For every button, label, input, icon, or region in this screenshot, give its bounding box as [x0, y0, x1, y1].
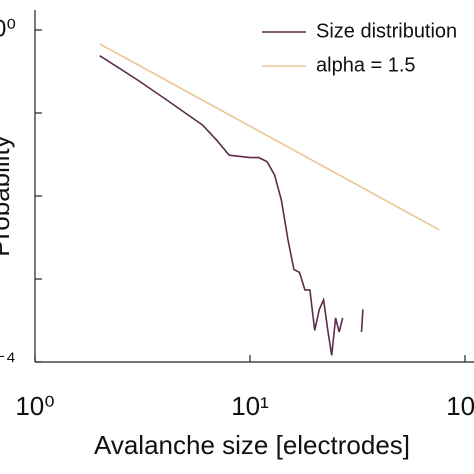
- x-tick-label: 10²: [446, 391, 474, 421]
- y-tick-label: 10⁻⁴: [0, 347, 16, 374]
- series-line: [99, 43, 440, 231]
- x-tick-label: 10¹: [231, 391, 269, 421]
- y-axis-label: Probability: [0, 135, 15, 256]
- legend-label: alpha = 1.5: [316, 54, 416, 76]
- x-axis-label: Avalanche size [electrodes]: [94, 430, 410, 460]
- legend-label: Size distribution: [316, 20, 457, 42]
- x-tick-label: 10⁰: [15, 391, 54, 421]
- y-tick-label: 10⁰: [0, 15, 16, 42]
- series-line: [99, 55, 364, 356]
